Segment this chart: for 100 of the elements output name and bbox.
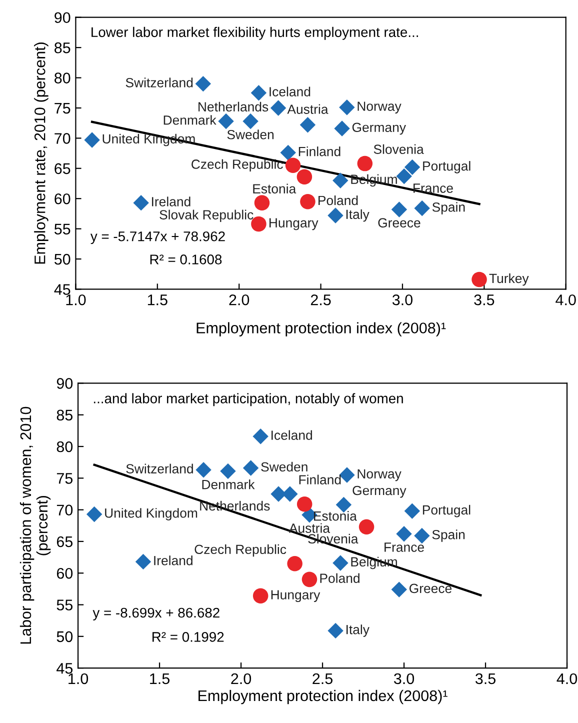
annotation: Austria (288, 523, 330, 533)
point (287, 556, 302, 572)
annotation: Austria (287, 104, 328, 114)
point (358, 519, 374, 535)
annotation: y = -8.699x + 86.682 (92, 608, 220, 620)
annotation: Norway (358, 469, 402, 482)
annotation: Iceland (270, 86, 310, 96)
y-tick-label: 70 (54, 133, 70, 144)
annotation: France (414, 184, 453, 193)
annotation: y = -5.7147x + 78.962 (90, 231, 225, 244)
x-tick-label: 1.0 (66, 294, 86, 306)
y-tick-label: 55 (54, 224, 70, 234)
annotation: Sweden (261, 462, 308, 472)
annotation: Czech Republic (192, 159, 283, 172)
point (252, 588, 268, 604)
y-tick-label: 60 (56, 568, 73, 579)
y-tick-label: 45 (56, 663, 73, 674)
x-tick-label: 3.0 (392, 294, 413, 306)
point (300, 117, 316, 133)
x-tick-label: 3.5 (475, 673, 496, 684)
annotation: Poland (320, 573, 360, 583)
annotation: Italy (346, 209, 370, 222)
point (218, 113, 234, 130)
y-tick-label: 90 (56, 378, 73, 389)
x-tick-label: 2.0 (229, 294, 250, 306)
annotation: Netherlands (198, 102, 268, 112)
point (220, 463, 236, 480)
annotation: Norway (358, 102, 402, 114)
point (84, 132, 100, 148)
annotation: Iceland (272, 430, 312, 440)
annotation: Denmark (164, 115, 216, 125)
annotation: France (384, 542, 424, 552)
annotation: Finland (298, 146, 340, 156)
point (270, 486, 286, 502)
annotation: Sweden (227, 130, 274, 140)
point (252, 428, 268, 444)
point (334, 120, 350, 136)
y-tick-label: 50 (56, 631, 73, 642)
y-tick-label: 70 (56, 504, 73, 516)
annotation: Spain (432, 202, 465, 214)
annotation: Portugal (422, 504, 470, 518)
x-tick-label: 4.0 (556, 294, 576, 306)
annotation: Poland (318, 195, 358, 206)
annotation: Finland (299, 474, 341, 484)
point (296, 169, 312, 184)
point (332, 172, 348, 188)
annotation: Slovak Republic (160, 210, 254, 222)
point (472, 272, 487, 288)
x-tick-label: 4.0 (556, 673, 578, 684)
point (404, 159, 420, 176)
x-tick-label: 3.0 (394, 673, 414, 684)
annotation: Switzerland (126, 464, 193, 474)
point (414, 200, 430, 216)
annotation: Germany (352, 122, 406, 135)
annotation: Estonia (314, 511, 357, 521)
point (133, 194, 149, 211)
annotation: United Kingdom (105, 508, 198, 520)
annotation: ...and labor market participation, notably of women (94, 393, 403, 406)
y-axis-title: Employment rate, 2010 (percent) (34, 42, 48, 264)
point (282, 486, 298, 502)
x-axis-title: Employment protection index (2008)¹ (198, 690, 448, 704)
y-tick-label: 55 (56, 600, 73, 610)
y-tick-label: 65 (54, 163, 70, 174)
point (357, 156, 373, 172)
point (391, 582, 407, 598)
y-tick-label: 75 (54, 102, 70, 114)
annotation: Hungary (271, 590, 320, 602)
point (396, 526, 412, 542)
point (250, 85, 267, 101)
annotation: Portugal (423, 161, 470, 174)
annotation: Ireland (152, 196, 190, 206)
annotation: Czech Republic (194, 544, 286, 557)
annotation: Greece (410, 584, 452, 594)
y-tick-label: 65 (56, 536, 73, 548)
annotation: Germany (352, 486, 406, 498)
annotation: Turkey (489, 273, 529, 286)
y-tick-label: 85 (56, 410, 73, 421)
point (404, 503, 420, 519)
point (242, 460, 259, 476)
point (328, 208, 344, 224)
annotation: Italy (346, 624, 370, 637)
y-tick-label: 60 (54, 193, 70, 204)
y-tick-label: 45 (54, 284, 70, 295)
point (135, 554, 152, 570)
x-tick-label: 2.0 (231, 673, 252, 684)
y-tick-label: 85 (54, 42, 70, 54)
annotation: Ireland (154, 556, 192, 566)
annotation: Denmark (202, 480, 255, 490)
annotation: Switzerland (126, 78, 193, 88)
annotation: Greece (378, 218, 420, 228)
point (285, 158, 301, 173)
x-tick-label: 1.5 (150, 673, 170, 684)
annotation: Spain (432, 530, 465, 542)
point (339, 100, 355, 116)
annotation: Slovenia (374, 144, 424, 154)
point (396, 168, 412, 184)
point (332, 555, 348, 571)
point (414, 528, 430, 544)
x-tick-label: 2.5 (310, 294, 331, 306)
x-tick-label: 1.5 (148, 294, 168, 306)
